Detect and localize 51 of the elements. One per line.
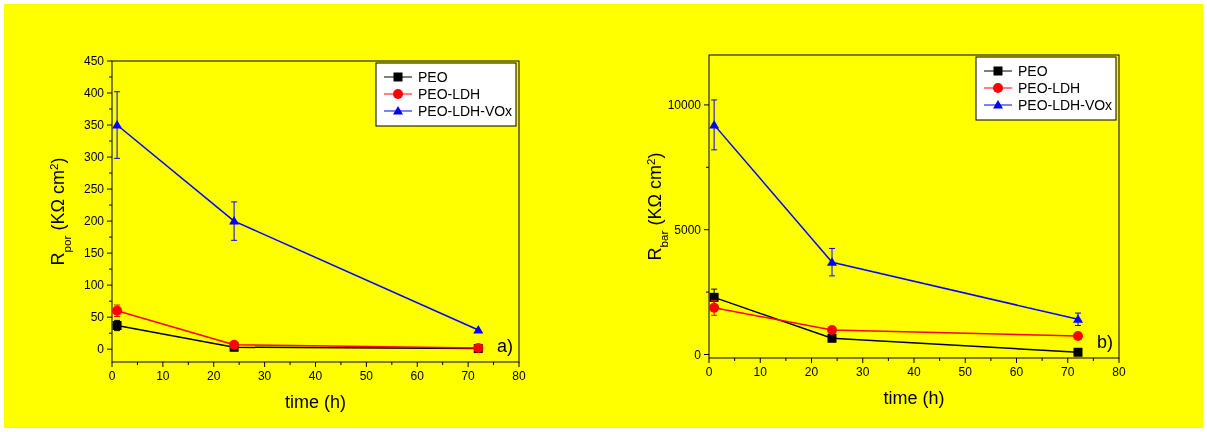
x-tick-label: 0: [108, 369, 116, 383]
point: [1073, 331, 1083, 342]
x-tick-label: 10: [753, 365, 768, 379]
point: [112, 120, 123, 129]
legend-label: PEO-LDH-VOx: [418, 103, 513, 119]
y-tick-label: 450: [83, 54, 105, 68]
y-tick-label: 400: [83, 86, 105, 101]
x-tick-label: 20: [804, 365, 819, 379]
legend-label: PEO-LDH-VOx: [1018, 97, 1113, 113]
point: [709, 292, 719, 302]
x-tick-label: 20: [207, 369, 221, 383]
y-tick-label: 150: [83, 246, 105, 261]
annotation: b): [1096, 332, 1113, 352]
point: [229, 216, 240, 225]
legend-label: PEO: [1018, 63, 1048, 79]
y-tick-label: 300: [83, 150, 105, 165]
legend-label: PEO-LDH: [418, 86, 481, 102]
x-tick-label: 70: [1061, 365, 1075, 379]
y-tick-label: 250: [83, 182, 105, 197]
x-axis-title: time (h): [284, 392, 347, 412]
x-tick-label: 40: [907, 365, 921, 379]
x-tick-label: 80: [1112, 365, 1126, 379]
y-tick-label: 50: [90, 310, 105, 325]
point: [827, 325, 837, 336]
x-tick-label: 80: [512, 369, 526, 383]
legend-label: PEO: [418, 69, 448, 85]
y-tick-label: 0: [97, 342, 105, 357]
x-tick-label: 50: [359, 369, 374, 383]
x-tick-label: 60: [1009, 365, 1024, 379]
y-tick-label: 5000: [674, 222, 702, 237]
x-tick-label: 40: [308, 369, 323, 383]
x-tick-label: 70: [461, 369, 476, 383]
x-tick-label: 60: [410, 369, 425, 383]
point: [827, 333, 837, 343]
y-tick-label: 350: [83, 118, 105, 133]
annotation: a): [496, 336, 513, 356]
y-tick-label: 200: [83, 214, 105, 229]
x-tick-label: 30: [856, 365, 870, 379]
x-tick-label: 30: [257, 369, 272, 383]
legend-label: PEO-LDH: [1018, 80, 1081, 96]
point: [1073, 314, 1083, 323]
x-tick-label: 10: [156, 369, 170, 383]
x-tick-label: 50: [958, 365, 973, 379]
point: [473, 324, 484, 334]
y-tick-label: 0: [694, 347, 702, 362]
point: [827, 257, 837, 266]
x-tick-label: 0: [705, 365, 713, 379]
point: [1073, 347, 1083, 357]
y-tick-label: 10000: [667, 97, 702, 112]
y-tick-label: 100: [83, 278, 105, 293]
x-axis-title: time (h): [883, 388, 945, 408]
